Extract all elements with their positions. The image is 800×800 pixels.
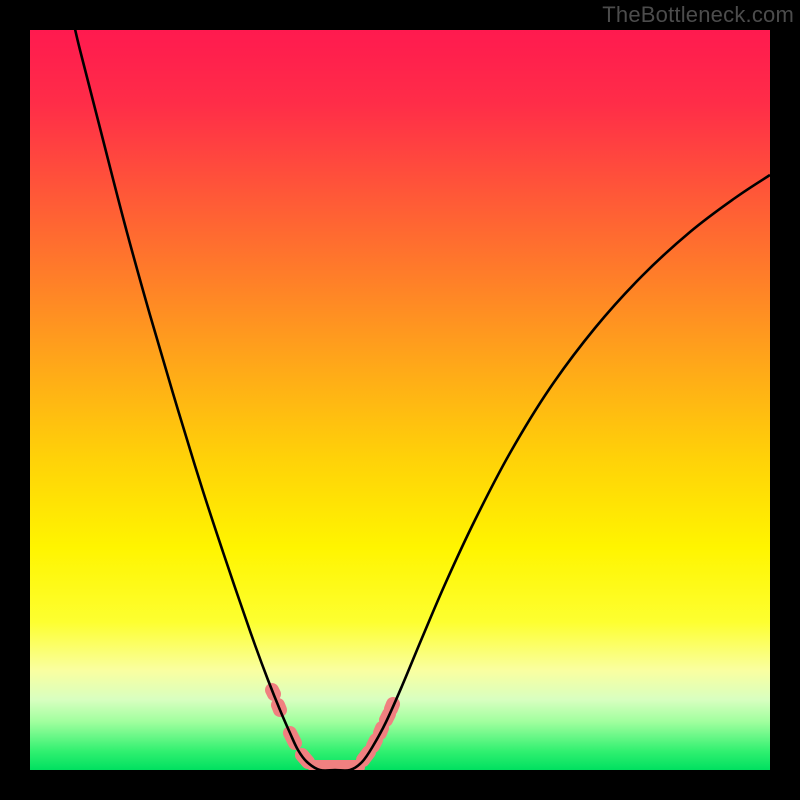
chart-svg — [30, 30, 770, 770]
bottleneck-chart — [30, 30, 770, 770]
watermark-text: TheBottleneck.com — [602, 2, 794, 28]
chart-background — [30, 30, 770, 770]
